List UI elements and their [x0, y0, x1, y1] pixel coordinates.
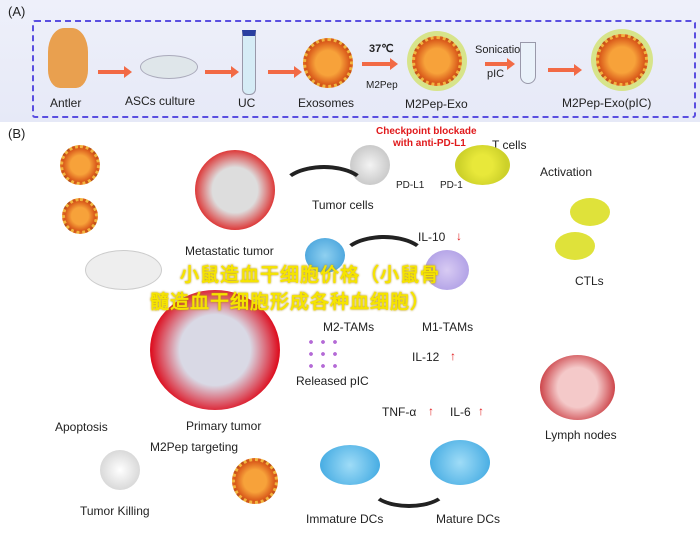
panel-b-label: (B): [8, 126, 26, 141]
tnf-up-arrow: ↑: [428, 404, 434, 418]
il12-label: IL-12: [412, 350, 440, 364]
step-exosomes: Exosomes: [298, 96, 355, 110]
m2pep-targeting-label: M2Pep targeting: [150, 440, 239, 454]
curved-arrow: [370, 470, 448, 508]
step-m2pep-exo-pic: M2Pep-Exo(pIC): [562, 96, 652, 110]
step-antler: Antler: [50, 96, 82, 110]
pd-1-label: PD-1: [440, 180, 463, 191]
il6-label: IL-6: [450, 405, 471, 419]
immature-dcs-label: Immature DCs: [306, 512, 384, 526]
step-uc: UC: [238, 96, 256, 110]
lymph-nodes-label: Lymph nodes: [545, 428, 617, 442]
pic-reagent-label: pIC: [487, 68, 505, 80]
curved-arrow: [280, 165, 368, 213]
m1-tams-label: M1-TAMs: [422, 320, 474, 334]
primary-tumor-icon: [150, 290, 280, 410]
arrow-icon: [548, 64, 582, 76]
exosome-icon: [62, 198, 98, 234]
il12-up-arrow: ↑: [450, 349, 456, 363]
step-m2pep-exo: M2Pep-Exo: [405, 97, 468, 111]
mature-dcs-label: Mature DCs: [436, 512, 501, 526]
pd-l1-label: PD-L1: [396, 180, 425, 191]
il6-up-arrow: ↑: [478, 404, 484, 418]
primary-tumor-label: Primary tumor: [186, 419, 262, 433]
temperature-label: 37℃: [369, 43, 394, 55]
checkpoint-line1: Checkpoint blockade: [376, 126, 477, 137]
eppendorf-tube-icon: [520, 42, 536, 84]
arrow-icon: [362, 58, 398, 70]
watermark-line1: 小鼠造血干细胞价格（小鼠骨: [180, 265, 441, 286]
metastatic-tumor-label: Metastatic tumor: [185, 244, 274, 258]
il10-down-arrow: ↓: [456, 229, 462, 243]
released-pic-icon: [305, 336, 343, 370]
mouse-icon: [85, 250, 162, 290]
m2pep-reagent-label: M2Pep: [366, 80, 398, 91]
ctl-icon: [555, 232, 595, 260]
step-ascs-culture: ASCs culture: [125, 94, 196, 108]
watermark-overlay: 小鼠造血干细胞价格（小鼠骨 髓造血干细胞形成各种血细胞）: [150, 262, 441, 316]
arrow-icon: [205, 66, 239, 78]
watermark-line2: 髓造血干细胞形成各种血细胞）: [150, 292, 431, 313]
lymph-node-icon: [540, 355, 615, 420]
tumor-killing-label: Tumor Killing: [80, 504, 150, 518]
tube-icon: [242, 30, 256, 95]
il10-label: IL-10: [418, 230, 446, 244]
m1-tam-icon: [425, 250, 469, 290]
arrow-icon: [268, 66, 302, 78]
panel-a: (A) 37℃ M2Pep Sonication pIC Antler ASCs…: [0, 0, 700, 122]
petri-dish-icon: [140, 55, 198, 79]
ctl-icon: [570, 198, 610, 226]
ctls-label: CTLs: [575, 274, 604, 288]
metastatic-tumor-icon: [195, 150, 275, 230]
checkpoint-line2: with anti-PD-L1: [393, 138, 466, 149]
m2-tams-label: M2-TAMs: [323, 320, 375, 334]
m2pep-exo-icon: [412, 36, 462, 86]
activation-label: Activation: [540, 165, 593, 179]
deer-icon: [48, 28, 88, 88]
panel-a-frame: [32, 20, 696, 118]
panel-a-label: (A): [8, 4, 26, 19]
m2pep-exo-pic-icon: [596, 34, 648, 86]
tnf-label: TNF-α: [382, 405, 417, 419]
arrow-icon: [98, 66, 132, 78]
exosome-icon: [232, 458, 278, 504]
t-cell-icon: [455, 145, 510, 185]
curved-arrow: [340, 235, 428, 283]
immature-dc-icon: [320, 445, 380, 485]
sonication-label: Sonication: [475, 44, 527, 56]
exosome-icon: [60, 145, 100, 185]
exosome-icon: [303, 38, 353, 88]
arrow-icon: [485, 58, 515, 70]
apoptosis-label: Apoptosis: [55, 420, 108, 434]
released-pic-label: Released pIC: [296, 374, 369, 388]
dead-tumor-cell-icon: [100, 450, 140, 490]
t-cells-label: T cells: [492, 138, 527, 152]
m2-tam-icon: [305, 238, 345, 273]
